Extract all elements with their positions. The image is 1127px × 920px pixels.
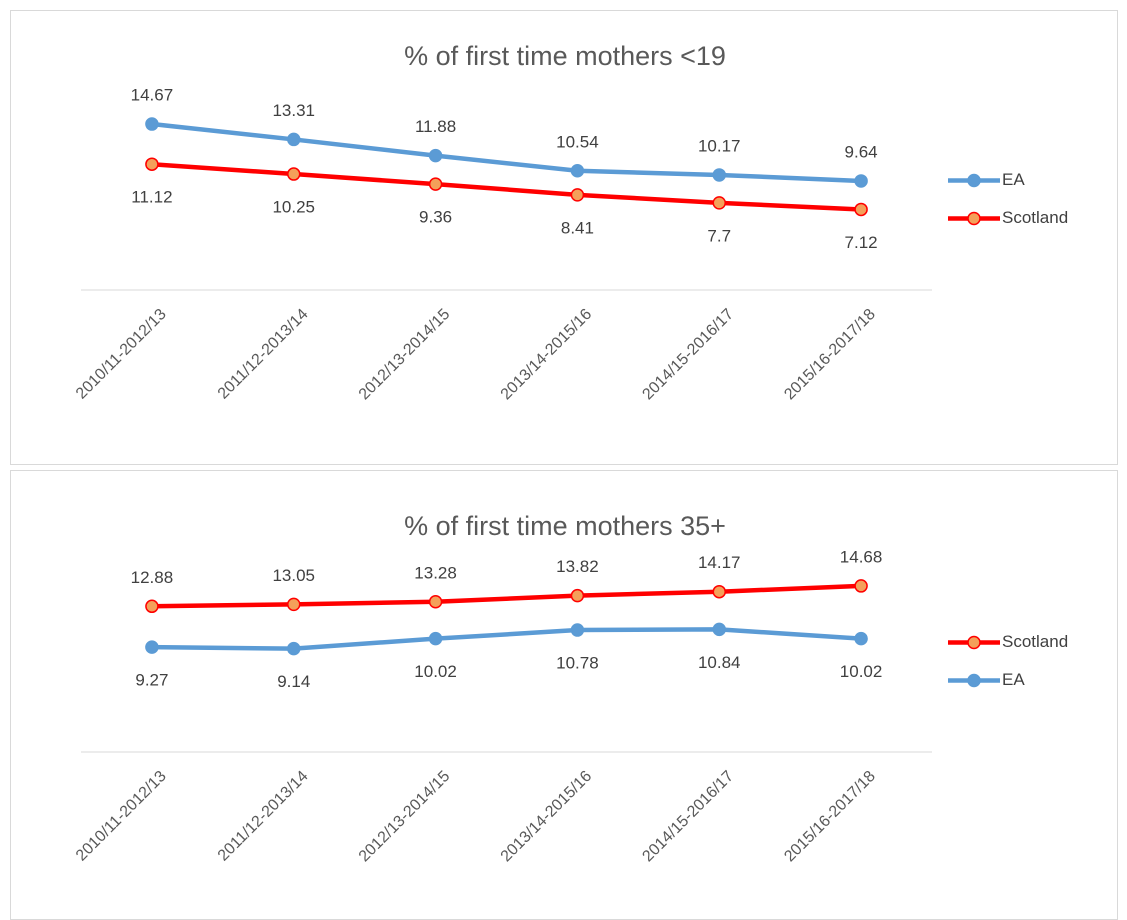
data-label: 9.64 — [845, 142, 878, 161]
data-label: 8.41 — [561, 218, 594, 237]
marker — [854, 631, 868, 646]
legend-label: EA — [1002, 670, 1025, 689]
data-label: 9.27 — [135, 671, 168, 690]
data-label: 14.17 — [698, 553, 741, 572]
marker — [145, 640, 159, 654]
data-label: 10.84 — [698, 653, 741, 672]
data-label: 10.17 — [698, 136, 741, 155]
data-label: 7.12 — [845, 233, 878, 252]
marker — [145, 117, 159, 131]
marker — [428, 631, 443, 646]
data-label: 10.54 — [556, 132, 599, 151]
marker — [712, 622, 726, 637]
marker — [287, 132, 301, 147]
marker — [854, 579, 868, 593]
series-line — [151, 583, 862, 609]
marker — [428, 177, 443, 191]
data-label: 10.25 — [272, 198, 315, 217]
marker — [854, 174, 868, 188]
data-label: 9.14 — [277, 672, 310, 691]
series-line — [151, 627, 862, 651]
chart-frame — [10, 10, 1118, 465]
legend-label: Scotland — [1002, 632, 1068, 651]
legend-marker — [967, 211, 981, 226]
data-label: 9.36 — [419, 208, 452, 227]
marker — [570, 623, 585, 637]
marker — [145, 157, 159, 171]
marker — [428, 148, 443, 163]
legend-marker — [967, 173, 981, 188]
marker — [712, 196, 726, 210]
marker — [287, 597, 301, 612]
marker — [854, 202, 868, 217]
data-label: 11.12 — [131, 188, 172, 207]
data-label: 14.67 — [131, 86, 174, 105]
marker — [570, 164, 585, 178]
series-line — [151, 121, 862, 184]
data-label: 13.82 — [556, 557, 599, 576]
data-label: 11.88 — [415, 117, 456, 136]
marker — [712, 168, 726, 182]
data-label: 13.31 — [272, 101, 315, 120]
marker — [287, 641, 301, 656]
marker — [570, 188, 585, 202]
legend-label: Scotland — [1002, 208, 1068, 227]
series-line — [151, 161, 862, 212]
data-label: 12.88 — [131, 568, 174, 587]
data-label: 10.02 — [414, 662, 457, 681]
legend-label: EA — [1002, 170, 1025, 189]
chart-frame — [10, 470, 1118, 920]
data-label: 10.78 — [556, 654, 599, 673]
marker — [428, 595, 443, 609]
chart-title: % of first time mothers 35+ — [404, 511, 726, 541]
data-label: 14.68 — [840, 547, 883, 566]
data-label: 13.28 — [414, 563, 457, 582]
data-label: 7.7 — [707, 226, 731, 245]
marker — [570, 588, 585, 603]
marker — [287, 167, 301, 181]
chart-title: % of first time mothers <19 — [404, 41, 726, 71]
marker — [712, 584, 726, 599]
legend-marker — [967, 635, 981, 650]
data-label: 13.05 — [272, 566, 315, 585]
data-label: 10.02 — [840, 662, 883, 681]
legend-marker — [967, 673, 981, 688]
marker — [145, 599, 159, 614]
